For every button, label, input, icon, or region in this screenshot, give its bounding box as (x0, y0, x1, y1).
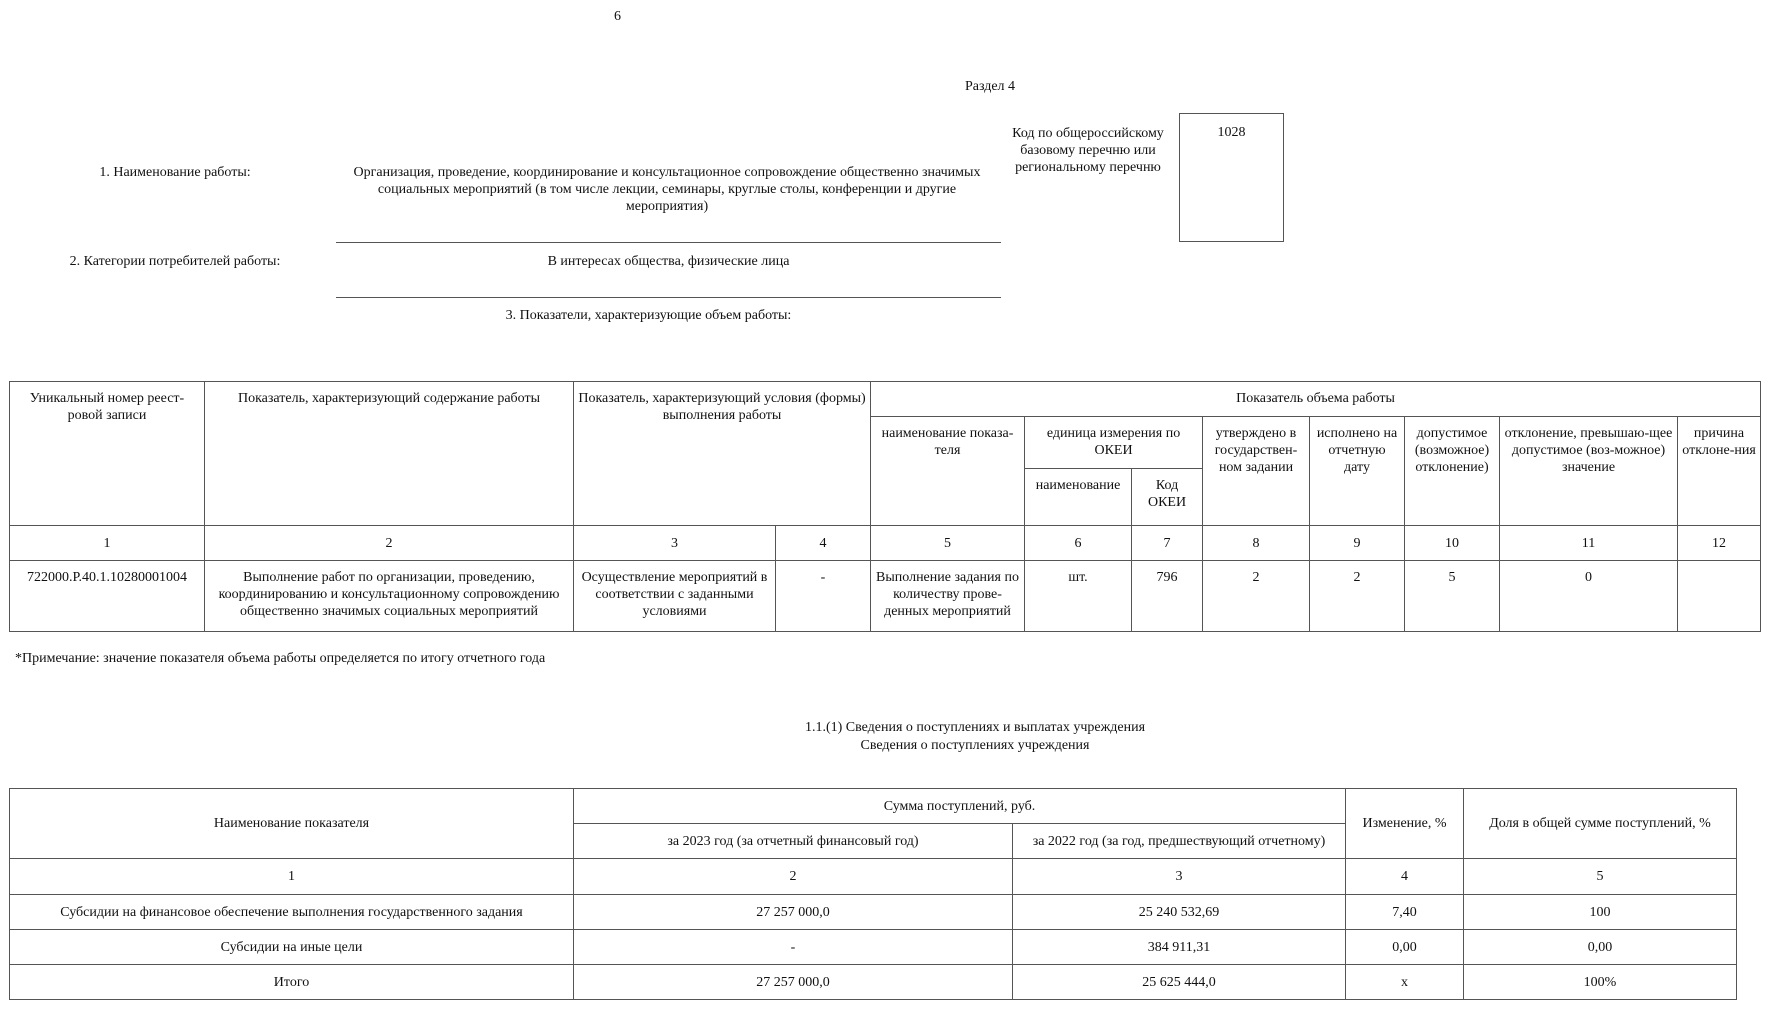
change-cell: 7,40 (1345, 894, 1464, 930)
name-cell: Субсидии на иные цели (9, 929, 574, 965)
header-conditions: Показатель, характеризующий условия (фор… (572, 381, 872, 526)
change-cell: х (1345, 964, 1464, 1000)
executed-cell: 2 (1309, 560, 1406, 632)
indicator-name-cell: Выполнение задания по количеству прове-д… (870, 560, 1026, 632)
current-year-cell: - (573, 929, 1013, 965)
change-cell: 0,00 (1345, 929, 1464, 965)
receipts-title: 1.1.(1) Сведения о поступлениях и выплат… (804, 720, 1146, 735)
header-approved: утверждено в государствен-ном задании (1202, 416, 1311, 526)
previous-year-cell: 384 911,31 (1012, 929, 1346, 965)
column-number: 2 (573, 858, 1013, 895)
table-row: Субсидии на иные цели - 384 911,31 0,00 … (9, 929, 1737, 965)
share-cell: 100% (1463, 964, 1737, 1000)
volume-table: Уникальный номер реест-ровой записи Пока… (9, 381, 1762, 632)
column-number: 2 (204, 525, 574, 561)
header-share: Доля в общей сумме поступлений, % (1463, 788, 1737, 859)
allowed-deviation-cell: 5 (1404, 560, 1501, 632)
previous-year-cell: 25 625 444,0 (1012, 964, 1346, 1000)
column-number: 4 (774, 525, 872, 561)
reason-cell (1677, 560, 1762, 632)
column-number: 6 (1024, 525, 1133, 561)
excess-deviation-cell: 0 (1499, 560, 1679, 632)
table-row: Субсидии на финансовое обеспечение выпол… (9, 894, 1737, 930)
header-executed: исполнено на отчетную дату (1309, 416, 1406, 526)
indicators-heading: 3. Показатели, характеризующие объем раб… (505, 308, 792, 323)
column-number: 5 (1463, 858, 1737, 895)
column-number: 3 (1012, 858, 1346, 895)
section-heading: Раздел 4 (964, 79, 1016, 94)
consumers-label: 2. Категории потребителей работы: (69, 254, 281, 269)
header-indicator-name: наименование показа-теля (870, 416, 1026, 526)
current-year-cell: 27 257 000,0 (573, 964, 1013, 1000)
name-cell: Субсидии на финансовое обеспечение выпол… (9, 894, 574, 930)
column-number: 12 (1677, 525, 1762, 561)
header-unit: единица измерения по ОКЕИ (1024, 416, 1204, 469)
current-year-cell: 27 257 000,0 (573, 894, 1013, 930)
column-number: 9 (1309, 525, 1406, 561)
header-allowed-deviation: допустимое (возможное) отклонение) (1404, 416, 1501, 526)
note: *Примечание: значение показателя объема … (15, 651, 546, 666)
column-number: 5 (870, 525, 1026, 561)
header-current-year: за 2023 год (за отчетный финансовый год) (573, 823, 1013, 859)
column-number: 8 (1202, 525, 1311, 561)
work-name-label: 1. Наименование работы: (99, 165, 251, 180)
header-previous-year: за 2022 год (за год, предшествующий отче… (1012, 823, 1346, 859)
column-number: 3 (573, 525, 776, 561)
share-cell: 0,00 (1463, 929, 1737, 965)
column-number: 11 (1499, 525, 1679, 561)
column-number: 7 (1131, 525, 1204, 561)
column-number: 10 (1404, 525, 1501, 561)
code-box: 1028 (1179, 113, 1284, 242)
consumers-underline (336, 297, 1001, 298)
content-cell: Выполнение работ по организации, проведе… (204, 560, 574, 632)
condition-1-cell: Осуществление мероприятий в соответствии… (573, 560, 776, 632)
header-registry-number: Уникальный номер реест-ровой записи (9, 381, 205, 526)
code-label: Код по общероссийскому базовому перечню … (1012, 126, 1164, 175)
receipts-table: Наименование показателя Сумма поступлени… (9, 788, 1737, 1000)
name-cell: Итого (9, 964, 574, 1000)
page-number: 6 (614, 9, 621, 24)
header-unit-name: наименование (1024, 468, 1133, 526)
unit-name-cell: шт. (1024, 560, 1133, 632)
consumers-value: В интересах общества, физические лица (547, 254, 790, 269)
header-content: Показатель, характеризующий содержание р… (204, 381, 574, 526)
header-reason: причина отклоне-ния (1677, 416, 1762, 526)
column-number: 1 (9, 858, 574, 895)
registry-number-cell: 722000.Р.40.1.10280001004 (9, 560, 205, 632)
share-cell: 100 (1463, 894, 1737, 930)
table-row: 722000.Р.40.1.10280001004 Выполнение раб… (9, 560, 1762, 632)
table-row-total: Итого 27 257 000,0 25 625 444,0 х 100% (9, 964, 1737, 1000)
column-number: 1 (9, 525, 205, 561)
work-name-value: Организация, проведение, координирование… (353, 165, 981, 214)
header-name: Наименование показателя (9, 788, 574, 859)
column-number: 4 (1345, 858, 1464, 895)
header-change: Изменение, % (1345, 788, 1464, 859)
header-excess-deviation: отклонение, превышаю-щее допустимое (воз… (1499, 416, 1679, 526)
column-numbers-row: 1 2 3 4 5 6 7 8 9 10 11 12 (9, 525, 1762, 561)
column-numbers-row: 1 2 3 4 5 (9, 858, 1737, 895)
receipts-subtitle: Сведения о поступлениях учреждения (860, 738, 1090, 753)
previous-year-cell: 25 240 532,69 (1012, 894, 1346, 930)
header-unit-code: Код ОКЕИ (1131, 468, 1204, 526)
header-sum: Сумма поступлений, руб. (573, 788, 1346, 824)
header-volume: Показатель объема работы (870, 381, 1762, 417)
work-name-underline (336, 242, 1001, 243)
condition-2-cell: - (774, 560, 872, 632)
unit-code-cell: 796 (1131, 560, 1204, 632)
approved-cell: 2 (1202, 560, 1311, 632)
